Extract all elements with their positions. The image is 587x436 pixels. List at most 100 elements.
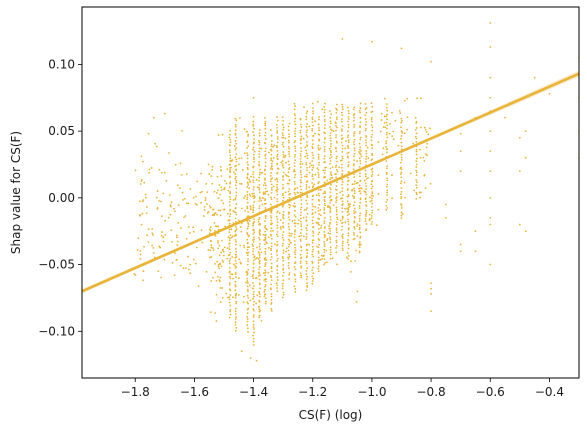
scatter-point (270, 219, 272, 222)
scatter-point (270, 299, 273, 301)
scatter-point (306, 194, 309, 197)
scatter-point (292, 170, 295, 173)
scatter-point (212, 208, 214, 211)
scatter-point (400, 217, 403, 219)
scatter-point (222, 254, 225, 257)
scatter-point (213, 222, 216, 224)
scatter-point (163, 258, 166, 261)
scatter-point (420, 191, 422, 194)
scatter-point (327, 204, 329, 207)
scatter-point (430, 287, 432, 290)
scatter-point (430, 310, 432, 313)
scatter-point (299, 272, 302, 275)
scatter-point (235, 228, 238, 231)
scatter-point (298, 235, 301, 238)
scatter-point (317, 267, 320, 270)
scatter-point (222, 188, 225, 191)
scatter-point (294, 230, 296, 233)
scatter-point (259, 287, 261, 290)
scatter-point (229, 208, 231, 211)
scatter-point (235, 179, 238, 182)
scatter-point (270, 308, 273, 310)
scatter-point (359, 192, 362, 195)
scatter-point (185, 202, 188, 205)
scatter-point (217, 241, 219, 244)
scatter-point (184, 215, 187, 217)
scatter-point (258, 143, 261, 146)
scatter-point (264, 122, 267, 125)
scatter-point (270, 266, 273, 268)
scatter-point (335, 199, 338, 202)
scatter-point (235, 119, 238, 122)
scatter-point (347, 139, 350, 142)
scatter-point (306, 224, 309, 227)
scatter-point (341, 151, 344, 153)
scatter-point (258, 254, 261, 257)
scatter-point (352, 108, 355, 111)
scatter-point (329, 191, 332, 194)
scatter-point (349, 203, 352, 206)
scatter-point (310, 164, 313, 167)
scatter-point (318, 181, 320, 183)
scatter-point (311, 241, 314, 244)
scatter-point (459, 243, 462, 246)
scatter-point (210, 244, 213, 247)
scatter-point (252, 304, 255, 306)
scatter-point (234, 230, 237, 233)
scatter-point (248, 187, 251, 190)
scatter-point (365, 204, 368, 206)
scatter-point (359, 152, 361, 155)
scatter-point (276, 153, 279, 156)
scatter-point (242, 301, 245, 304)
scatter-point (364, 220, 367, 223)
scatter-point (258, 205, 261, 207)
scatter-point (264, 131, 267, 134)
scatter-point (222, 250, 225, 253)
scatter-point (350, 260, 352, 263)
scatter-point (282, 259, 285, 262)
scatter-point (300, 147, 302, 149)
scatter-point (264, 263, 267, 266)
scatter-point (341, 221, 344, 224)
scatter-point (253, 328, 255, 330)
scatter-point (299, 139, 302, 142)
scatter-point (217, 225, 220, 228)
scatter-point (297, 219, 300, 222)
scatter-point (314, 132, 316, 135)
scatter-point (299, 208, 302, 211)
scatter-point (282, 217, 285, 220)
scatter-point (258, 216, 261, 219)
scatter-point (235, 203, 238, 205)
scatter-point (344, 147, 347, 150)
scatter-point (318, 116, 320, 118)
scatter-point (229, 304, 232, 307)
scatter-point (270, 267, 273, 270)
scatter-point (359, 237, 362, 239)
scatter-point (282, 183, 284, 186)
scatter-point (263, 141, 266, 144)
scatter-point (282, 151, 285, 153)
scatter-point (240, 230, 243, 233)
scatter-point (258, 141, 261, 144)
scatter-point (312, 277, 315, 280)
scatter-point (384, 126, 387, 129)
scatter-point (246, 285, 249, 288)
scatter-point (274, 178, 277, 181)
scatter-point (296, 187, 299, 189)
scatter-point (282, 225, 284, 228)
scatter-point (323, 207, 326, 209)
scatter-point (288, 168, 290, 171)
scatter-point (364, 102, 367, 105)
scatter-point (400, 145, 403, 148)
scatter-point (294, 123, 297, 126)
scatter-point (285, 250, 287, 253)
scatter-point (258, 252, 261, 255)
scatter-point (311, 250, 314, 253)
scatter-point (216, 192, 218, 194)
scatter-point (377, 208, 380, 211)
scatter-point (489, 130, 492, 133)
scatter-point (246, 207, 249, 210)
scatter-point (276, 259, 279, 262)
scatter-point (335, 227, 338, 230)
scatter-point (253, 134, 255, 137)
